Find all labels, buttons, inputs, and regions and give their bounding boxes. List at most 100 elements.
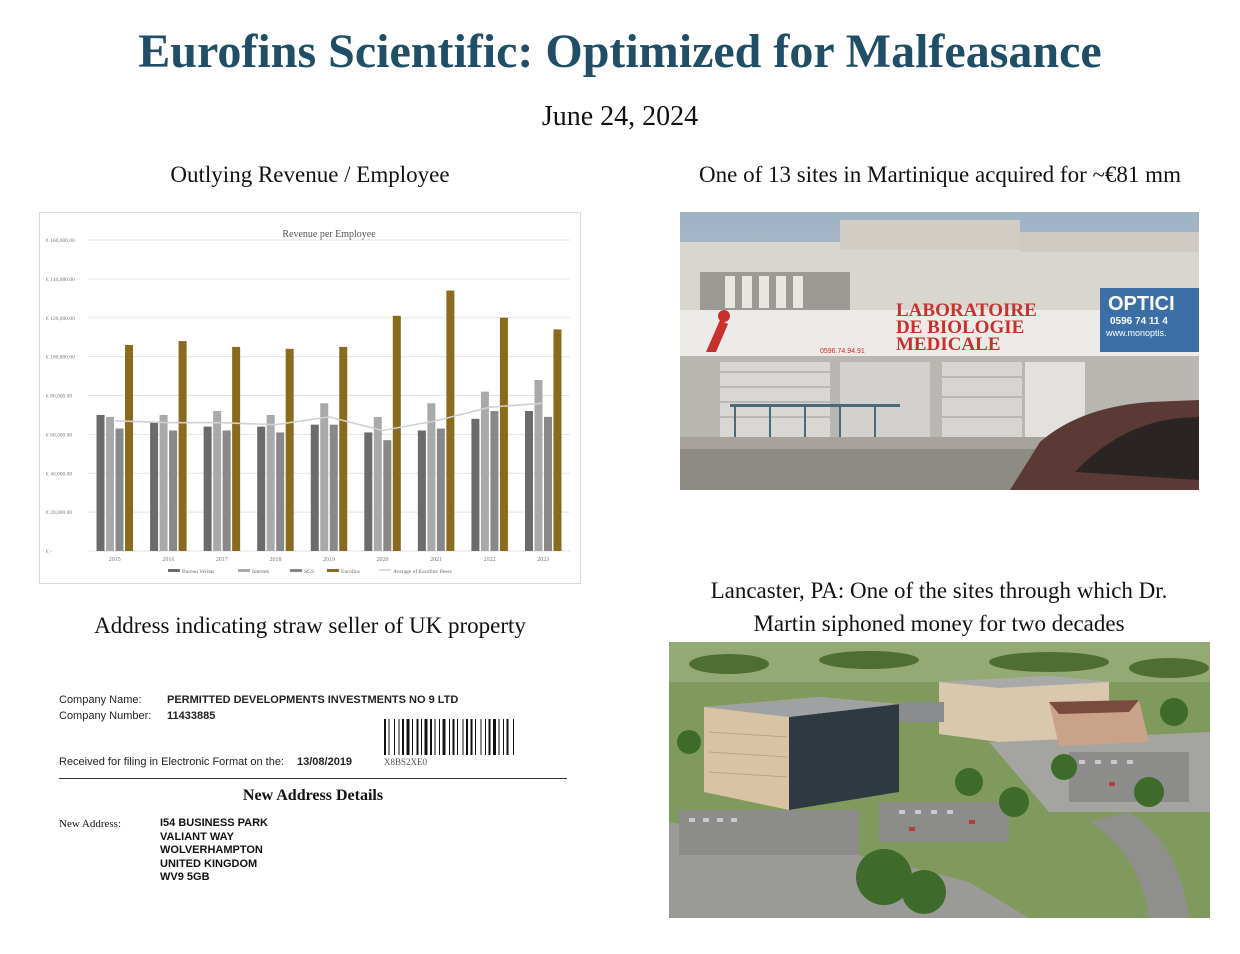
bar-eurofins — [499, 317, 508, 551]
chart-caption: Outlying Revenue / Employee — [170, 162, 450, 187]
lab-sign-line2: DE BIOLOGIE — [896, 317, 1024, 338]
barcode-bar — [503, 719, 504, 755]
bar-bureau-veritas — [310, 424, 319, 551]
y-tick-label: € 160,000.00 — [46, 238, 75, 244]
chart-svg: Revenue per Employee € 160,000.00 € 140,00… — [46, 229, 570, 575]
barcode-bar — [439, 719, 440, 755]
barcode-text: X8BS2XE0 — [384, 757, 428, 767]
barcode-bar — [412, 719, 413, 755]
barcode-bar — [462, 719, 464, 755]
legend-swatch — [238, 569, 250, 572]
bar-sgs — [490, 411, 499, 551]
barcode-bar — [402, 719, 404, 755]
legend-label: Bureau Veritas — [182, 569, 214, 575]
barcode-bar — [388, 719, 390, 755]
y-tick-label: € 80,000.00 — [46, 394, 72, 400]
martinique-lab-photo: OPTICI 0596 74 11 4 www.monoptis. LABORA… — [680, 212, 1199, 490]
legend-label: Intertek — [252, 569, 269, 575]
bar-intertek — [213, 411, 222, 551]
barcode-bar — [457, 719, 458, 755]
bar-intertek — [159, 414, 168, 551]
legend-swatch — [327, 569, 339, 572]
barcode-bar — [449, 719, 450, 755]
company-name-value: PERMITTED DEVELOPMENTS INVESTMENTS NO 9 … — [167, 694, 459, 706]
lancaster-caption: Lancaster, PA: One of the sites through … — [665, 574, 1213, 640]
lab-sign-line1: LABORATOIRE — [896, 300, 1037, 321]
barcode-bar — [475, 719, 476, 755]
optic-sign-text: OPTICI — [1108, 293, 1175, 315]
optic-phone-text: 0596 74 11 4 — [1110, 316, 1168, 327]
address-caption: Address indicating straw seller of UK pr… — [94, 613, 526, 638]
y-tick-label: € 40,000.00 — [46, 471, 72, 477]
company-number-label: Company Number: — [59, 710, 152, 722]
bar-eurofins — [178, 341, 187, 551]
lancaster-caption-line1: Lancaster, PA: One of the sites through … — [710, 578, 1168, 603]
bar-intertek — [534, 379, 543, 551]
address-line: VALIANT WAY — [160, 830, 234, 843]
x-tick-label: 2022 — [484, 557, 496, 563]
barcode-bar — [442, 719, 446, 755]
bar-sgs — [436, 428, 445, 551]
bar-bureau-veritas — [96, 414, 105, 551]
address-line: WV9 5GB — [160, 871, 210, 884]
barcode-bar — [398, 719, 400, 755]
barcode-icon — [384, 719, 514, 755]
received-date: 13/08/2019 — [297, 756, 353, 768]
barcode-bar — [406, 719, 410, 755]
barcode-bar — [493, 719, 496, 755]
address-line: UNITED KINGDOM — [160, 857, 258, 870]
x-tick-label: 2023 — [537, 557, 549, 563]
new-address-label: New Address: — [59, 818, 122, 830]
lancaster-aerial-photo — [669, 642, 1210, 918]
barcode-bar — [466, 719, 468, 755]
bar-eurofins — [232, 346, 241, 551]
x-tick-label: 2017 — [216, 557, 228, 563]
bar-sgs — [115, 428, 124, 551]
lancaster-photo-svg — [669, 642, 1210, 918]
bar-sgs — [222, 430, 231, 551]
bar-sgs — [276, 432, 285, 551]
y-tick-label: € 20,000.00 — [46, 510, 72, 516]
bar-eurofins — [125, 344, 134, 551]
company-number-value: 11433885 — [167, 710, 216, 722]
y-tick-label: € 100,000.00 — [46, 355, 75, 361]
martinique-photo-svg: OPTICI 0596 74 11 4 www.monoptis. LABORA… — [680, 212, 1199, 490]
barcode-bar — [513, 719, 514, 755]
bar-eurofins — [446, 290, 455, 551]
bar-intertek — [106, 416, 115, 551]
divider — [59, 778, 567, 779]
barcode-bar — [421, 719, 422, 755]
address-block: I54 BUSINESS PARK VALIANT WAY WOLVERHAMP… — [160, 817, 268, 885]
bar-bureau-veritas — [364, 432, 373, 551]
page-title: Eurofins Scientific: Optimized for Malfe… — [138, 25, 1102, 78]
bar-sgs — [169, 430, 178, 551]
legend-swatch — [168, 569, 180, 572]
x-tick-label: 2016 — [162, 557, 174, 563]
bar-intertek — [480, 391, 489, 551]
bar-bureau-veritas — [524, 411, 533, 551]
barcode-bar — [434, 719, 436, 755]
companies-house-filing: Company Name: PERMITTED DEVELOPMENTS INV… — [55, 688, 570, 898]
bar-bureau-veritas — [417, 430, 426, 551]
bar-sgs — [383, 440, 392, 551]
barcode-bar — [424, 719, 428, 755]
y-tick-label: € 120,000.00 — [46, 316, 75, 322]
barcode-bar — [384, 719, 386, 755]
barcode-bar — [485, 719, 486, 755]
bar-intertek — [427, 403, 436, 551]
address-line: I54 BUSINESS PARK — [160, 817, 268, 829]
bar-eurofins — [285, 348, 294, 551]
martinique-caption: One of 13 sites in Martinique acquired f… — [699, 162, 1181, 187]
bar-intertek — [320, 403, 329, 551]
bar-sgs — [543, 416, 552, 551]
barcode-bar — [416, 719, 419, 755]
bar-bureau-veritas — [150, 422, 159, 551]
legend-swatch — [290, 569, 302, 572]
address-line: WOLVERHAMPTON — [160, 844, 263, 857]
x-tick-label: 2021 — [430, 557, 442, 563]
bar-eurofins — [553, 329, 562, 551]
barcode-bar — [430, 719, 432, 755]
barcode-bar — [488, 719, 491, 755]
barcode-bar — [480, 719, 482, 755]
company-name-label: Company Name: — [59, 694, 142, 706]
